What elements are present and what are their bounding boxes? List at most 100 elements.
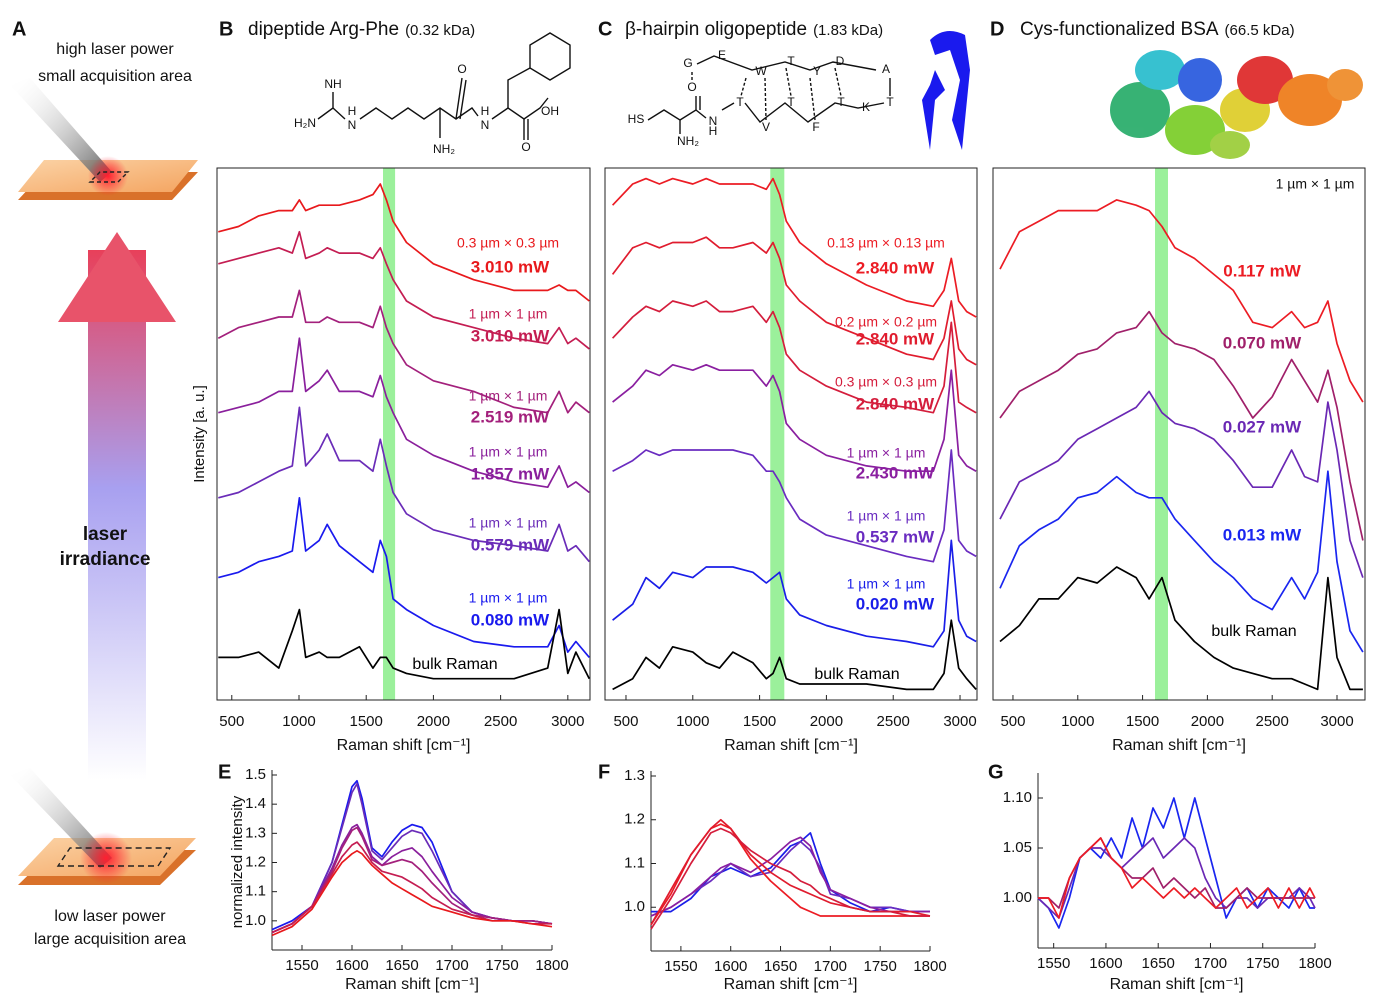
x-tick-label: 1000: [282, 713, 315, 730]
structure-label: NH: [324, 77, 341, 91]
x-axis-label: Raman shift [cm⁻¹]: [1112, 737, 1246, 754]
structure-label: H: [481, 104, 490, 118]
x-tick-label: 500: [1000, 713, 1025, 730]
area-label: 1 µm × 1 µm: [469, 444, 548, 460]
power-label: 3.010 mW: [471, 257, 550, 276]
hairpin-structure: [647, 55, 891, 134]
x-tick-label: 1700: [435, 957, 468, 974]
y-tick-label: 1.0: [245, 912, 266, 929]
caption: small acquisition area: [38, 68, 192, 85]
highlight-band: [1155, 168, 1168, 700]
area-label: 1 µm × 1 µm: [847, 576, 926, 592]
x-tick-label: 1500: [1126, 713, 1159, 730]
spectrum-line: [218, 337, 590, 494]
x-tick-label: 1650: [1142, 955, 1175, 972]
spectrum-line: [612, 449, 977, 563]
structure-label: Y: [813, 64, 821, 78]
x-tick-label: 1000: [676, 713, 709, 730]
plot-frame: [992, 167, 1366, 701]
spectrum-line: [271, 849, 553, 937]
area-label: 0.2 µm × 0.2 µm: [835, 314, 937, 330]
x-tick-label: 2000: [1191, 713, 1224, 730]
chart-subtitle: (1.83 kDa): [813, 22, 883, 39]
panel-letter: B: [219, 18, 233, 40]
series-label: bulk Raman: [412, 656, 497, 673]
spectrum-line: [218, 496, 590, 658]
y-axis-label: Intensity [a. u.]: [191, 385, 208, 483]
power-label: 0.027 mW: [1223, 417, 1302, 436]
y-tick-label: 1.1: [245, 883, 266, 900]
x-tick-label: 1500: [743, 713, 776, 730]
caption: irradiance: [60, 549, 151, 570]
x-axis-label: Raman shift [cm⁻¹]: [337, 737, 471, 754]
spectrum-line: [612, 363, 977, 473]
structure-label: K: [862, 100, 870, 114]
power-label: 2.840 mW: [856, 329, 935, 348]
x-tick-label: 2500: [484, 713, 517, 730]
power-label: 0.070 mW: [1223, 333, 1302, 352]
power-label: 2.840 mW: [856, 394, 935, 413]
x-tick-label: 1650: [385, 957, 418, 974]
spectrum-line: [611, 300, 977, 414]
spectrum-line: [612, 619, 977, 691]
y-tick-label: 1.1: [624, 854, 645, 871]
spectrum-line: [218, 183, 590, 302]
spectrum-line: [999, 390, 1364, 578]
area-label: 1 µm × 1 µm: [469, 306, 548, 322]
spectrum-line: [218, 230, 590, 350]
bsa-protein: [1110, 50, 1363, 159]
panel-letter: F: [598, 761, 610, 783]
power-label: 0.013 mW: [1223, 525, 1302, 544]
structure-label: H: [348, 104, 357, 118]
x-tick-label: 1650: [764, 958, 797, 975]
structure-label: T: [787, 54, 795, 68]
spectrum-line: [217, 289, 590, 414]
power-label: 1.857 mW: [471, 464, 550, 483]
chart-title: β-hairpin oligopeptide: [625, 19, 807, 40]
structure-label: HS: [628, 112, 645, 126]
power-label: 3.010 mW: [471, 326, 550, 345]
structure-label: N: [709, 114, 718, 128]
power-label: 0.579 mW: [471, 535, 550, 554]
x-tick-label: 1600: [335, 957, 368, 974]
spectrum-line: [218, 406, 590, 563]
highlight-band: [770, 168, 785, 700]
area-label: 1 µm × 1 µm: [469, 590, 548, 606]
x-axis-label: Raman shift [cm⁻¹]: [345, 976, 479, 993]
panel-a-graphics: [10, 78, 198, 885]
structure-label: V: [762, 120, 770, 134]
y-tick-label: 1.0: [624, 898, 645, 915]
structure-label: O: [521, 140, 530, 154]
x-tick-label: 1750: [863, 958, 896, 975]
structure-label: NH₂: [677, 134, 699, 148]
y-tick-label: 1.2: [624, 811, 645, 828]
caption: low laser power: [54, 908, 166, 925]
chart-subtitle: (0.32 kDa): [405, 22, 475, 39]
spectrum-line: [271, 826, 553, 934]
x-tick-label: 1800: [1298, 955, 1331, 972]
structure-label: T: [787, 95, 795, 109]
area-label: 1 µm × 1 µm: [847, 445, 926, 461]
x-tick-label: 2000: [810, 713, 843, 730]
structure-label: N: [348, 118, 357, 132]
series-label: bulk Raman: [814, 666, 899, 683]
x-tick-label: 2500: [877, 713, 910, 730]
structure-label: O: [457, 62, 466, 76]
spectrum-line: [650, 836, 930, 917]
power-label: 2.519 mW: [471, 407, 550, 426]
highlight-band: [383, 168, 396, 700]
x-tick-label: 500: [613, 713, 638, 730]
structure-label: O: [687, 80, 696, 94]
structure-label: D: [836, 54, 845, 68]
structure-label: NH₂: [433, 142, 455, 156]
y-tick-label: 1.00: [1003, 889, 1032, 906]
spectrum-line: [612, 539, 977, 648]
chart-title: Cys-functionalized BSA: [1020, 19, 1219, 40]
spectrum-line: [1037, 797, 1315, 929]
chart-subtitle: (66.5 kDa): [1225, 22, 1295, 39]
panel-letter: G: [988, 761, 1004, 783]
structure-label: A: [882, 62, 890, 76]
spectrum-line: [999, 310, 1364, 541]
x-tick-label: 1550: [285, 957, 318, 974]
